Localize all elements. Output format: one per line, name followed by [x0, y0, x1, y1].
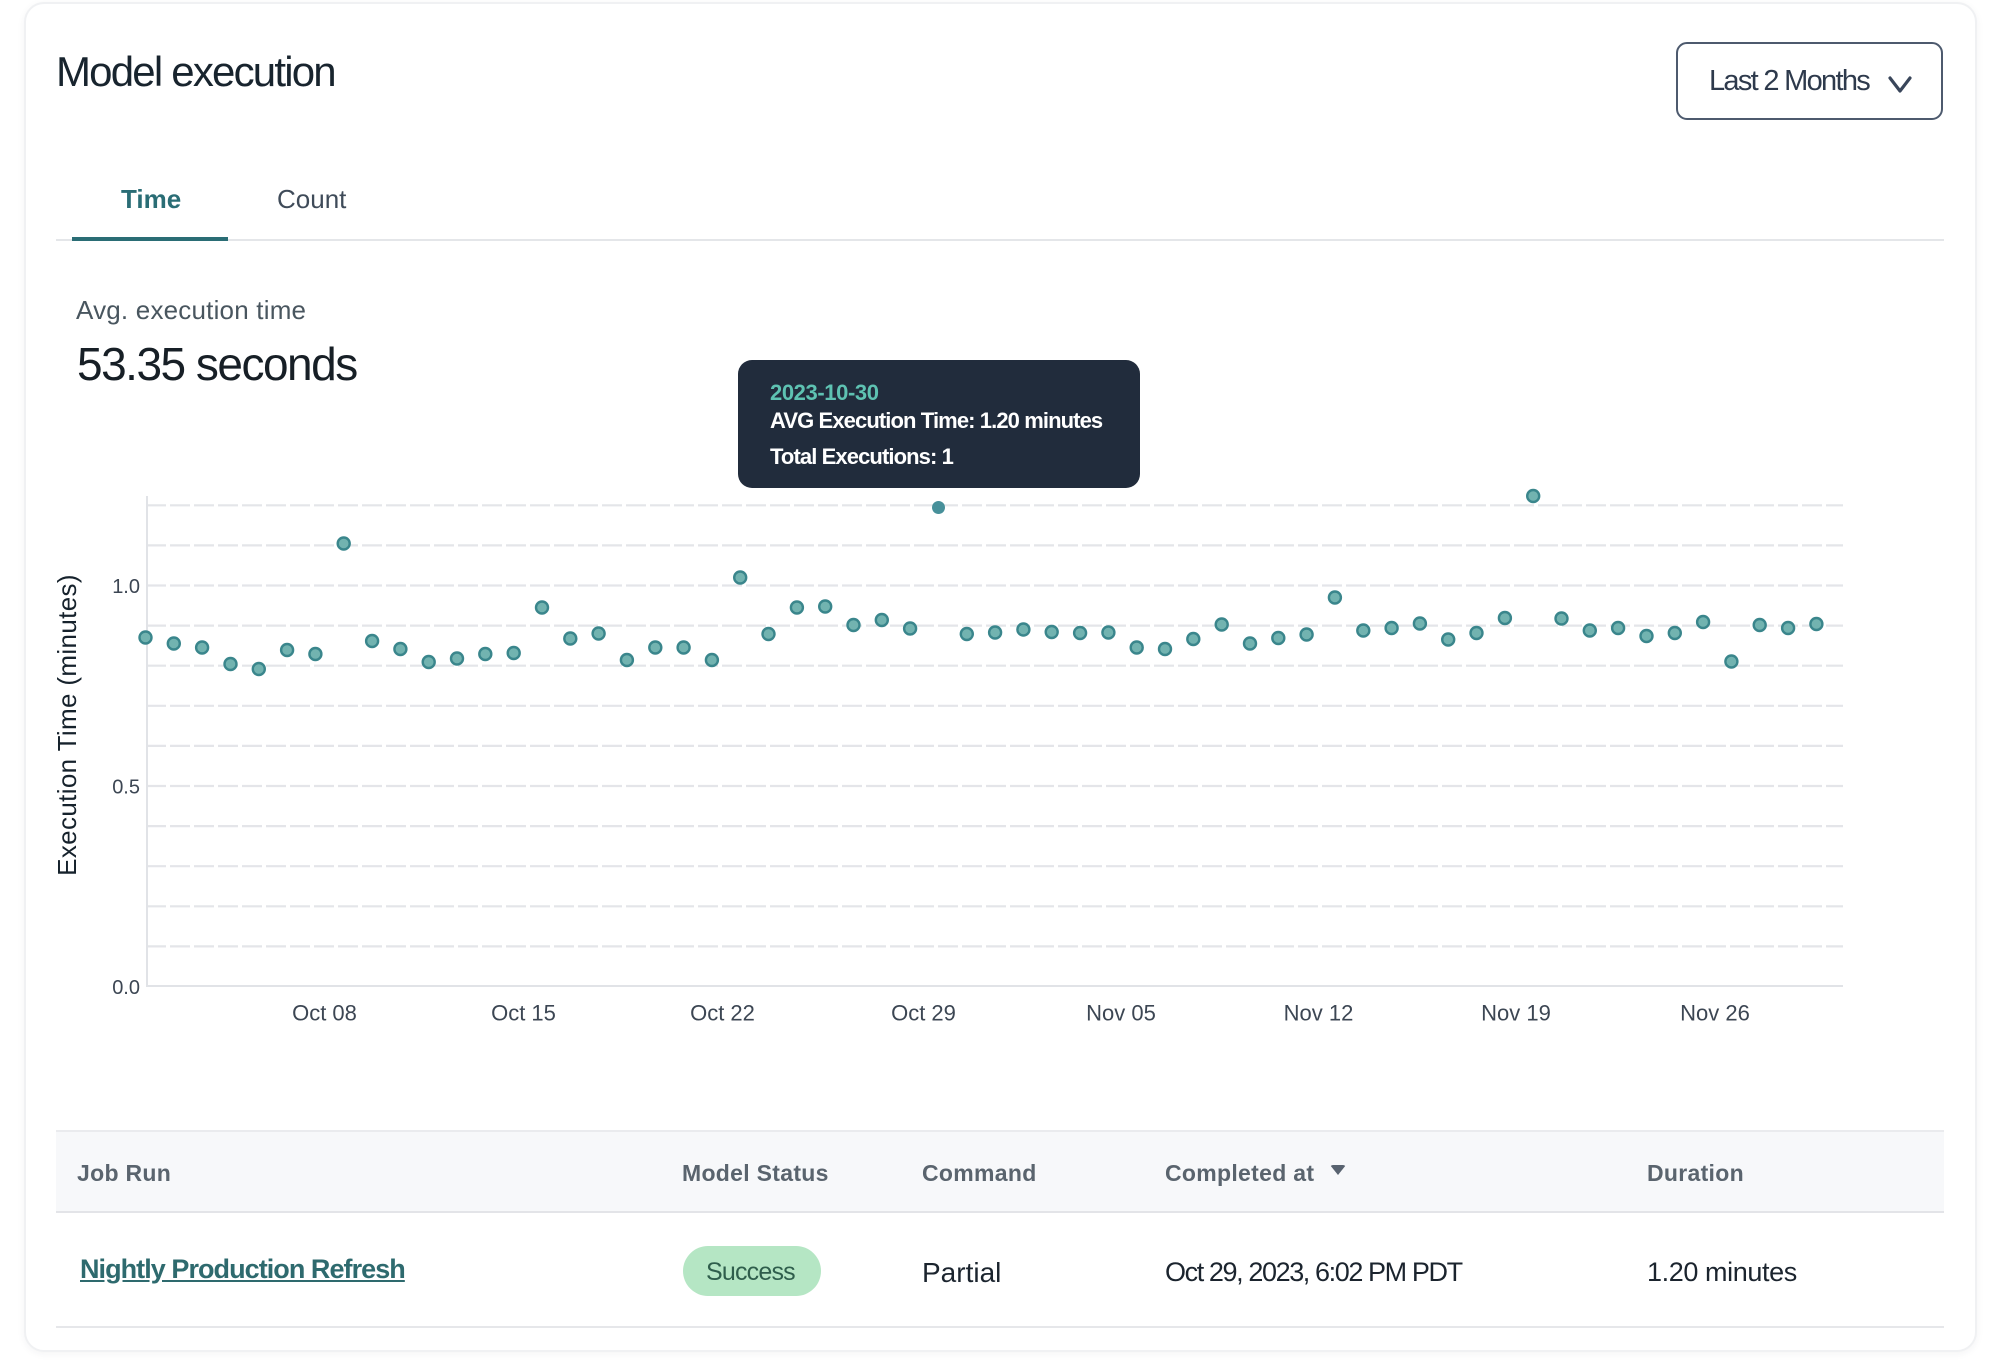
svg-text:Execution Time (minutes): Execution Time (minutes) — [52, 574, 82, 876]
svg-text:Oct 29: Oct 29 — [891, 1001, 956, 1026]
svg-text:1.0: 1.0 — [112, 576, 140, 598]
svg-text:Oct 08: Oct 08 — [292, 1001, 357, 1026]
svg-text:Nov 26: Nov 26 — [1680, 1001, 1750, 1026]
svg-text:0.0: 0.0 — [112, 977, 140, 999]
svg-text:Nov 12: Nov 12 — [1284, 1001, 1354, 1026]
svg-text:Nov 19: Nov 19 — [1481, 1001, 1551, 1026]
svg-text:0.5: 0.5 — [112, 777, 140, 799]
svg-text:Oct 15: Oct 15 — [491, 1001, 556, 1026]
svg-text:Oct 22: Oct 22 — [690, 1001, 755, 1026]
svg-text:Nov 05: Nov 05 — [1086, 1001, 1156, 1026]
